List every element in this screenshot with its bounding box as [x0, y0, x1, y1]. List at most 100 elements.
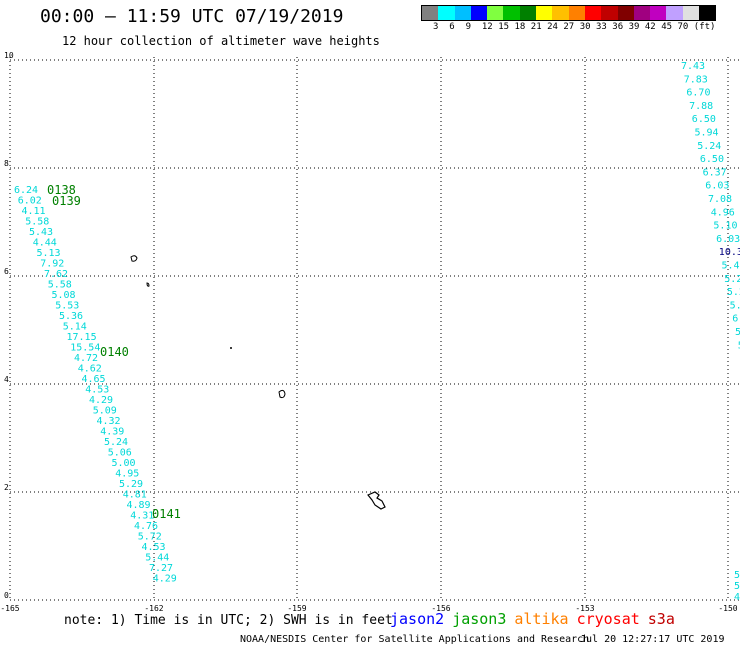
color-swatch	[568, 6, 585, 20]
color-scale-label: 15	[498, 22, 510, 32]
swh-value: 7.27	[149, 563, 173, 574]
x-tick-label: -159	[287, 604, 306, 613]
swh-value: 5.00	[112, 458, 136, 469]
color-scale-labels: 3 6 9 12 15 18 21 24 27 30 33 36 39 42 45 70 (ft)	[421, 22, 740, 34]
color-swatch	[699, 6, 716, 20]
color-swatch	[650, 6, 667, 20]
swh-value: 6.50	[692, 114, 716, 125]
swh-value: 5.94	[695, 128, 719, 139]
swh-value: 5.47	[722, 261, 740, 272]
color-swatch	[487, 6, 504, 20]
color-swatch	[519, 6, 537, 20]
island-oahu	[278, 389, 286, 399]
swh-value: 5.53	[55, 301, 79, 312]
swh-value: 6.03	[705, 181, 729, 192]
island-kauai	[130, 255, 138, 262]
swh-value: 4.65	[82, 374, 106, 385]
swh-value: 4.89	[127, 500, 151, 511]
swh-value: 4.39	[100, 427, 124, 438]
swh-value: 5.44	[145, 553, 169, 564]
island-niihau	[146, 282, 150, 287]
x-tick-label: -150	[718, 604, 737, 613]
swh-value: 4.32	[97, 416, 121, 427]
swh-value: 5.43	[29, 227, 53, 238]
left-satellite-track: 6.246.024.115.585.434.445.137.927.625.58…	[14, 185, 177, 585]
x-tick-label: -165	[0, 604, 19, 613]
color-swatch	[422, 6, 439, 20]
x-tick-label: -162	[144, 604, 163, 613]
swh-value: 5.36	[59, 311, 83, 322]
swh-value: 6.70	[686, 88, 710, 99]
color-scale-label: 3	[433, 22, 439, 32]
color-swatch	[552, 6, 569, 20]
color-scale-label: 24	[547, 22, 558, 32]
legend-item: s3a	[647, 610, 675, 628]
color-scale-label: 70	[677, 22, 689, 32]
color-scale-bar	[421, 5, 717, 21]
y-tick-label: 6	[4, 267, 9, 276]
footer-credit: NOAA/NESDIS Center for Satellite Applica…	[240, 634, 590, 645]
legend-item: jason3	[452, 610, 507, 628]
swh-value: 4.72	[74, 353, 98, 364]
swh-value: 5.29	[119, 479, 143, 490]
color-scale-label: 18	[514, 22, 526, 32]
swh-value: 4.44	[33, 238, 57, 249]
color-scale-label: 12	[481, 22, 493, 32]
map-grid	[9, 57, 740, 601]
swh-value: 4.53	[85, 385, 109, 396]
color-scale-label: 42	[644, 22, 656, 32]
swh-value: 17.15	[67, 332, 97, 343]
swh-value: 5.14	[63, 322, 87, 333]
color-swatch	[584, 6, 602, 20]
swh-value: 7.88	[689, 101, 713, 112]
color-swatch	[617, 6, 634, 20]
color-scale-label: 45	[661, 22, 673, 32]
pass-label: 0141	[152, 507, 181, 521]
island-small	[230, 347, 232, 349]
y-tick-label: 0	[4, 591, 9, 600]
swh-value: 10.35	[719, 247, 740, 258]
swh-value: 5	[734, 570, 740, 581]
swh-value: 6.02	[18, 196, 42, 207]
color-scale-label: 21	[530, 22, 542, 32]
pass-label: 0138	[47, 183, 76, 197]
swh-value: 4.29	[89, 395, 113, 406]
hawaii-islands	[130, 255, 386, 510]
swh-value: 4.96	[711, 207, 735, 218]
color-swatch	[503, 6, 520, 20]
island-hawaii	[367, 491, 386, 510]
page-title: 00:00 – 11:59 UTC 07/19/2019	[40, 6, 344, 27]
swh-value: 4	[734, 592, 740, 603]
legend-item: altika	[514, 610, 569, 628]
swh-value: 4.29	[153, 574, 177, 585]
color-scale-label: 9	[465, 22, 472, 32]
swh-value: 6.03	[716, 234, 740, 245]
color-scale-label: 33	[596, 22, 607, 32]
color-swatch	[682, 6, 700, 20]
color-scale-label: 39	[628, 22, 640, 32]
y-tick-label: 2	[4, 483, 9, 492]
color-swatch	[601, 6, 618, 20]
swh-value: 5.24	[697, 141, 721, 152]
x-tick-label: -153	[575, 604, 594, 613]
color-swatch	[470, 6, 488, 20]
swh-value: 4.62	[78, 364, 102, 375]
page-subtitle: 12 hour collection of altimeter wave hei…	[62, 34, 380, 48]
color-swatch	[438, 6, 455, 20]
pass-label: 0139	[52, 194, 81, 208]
color-scale-label: 36	[612, 22, 624, 32]
swh-value: 5	[735, 327, 740, 338]
x-tick-label: -156	[431, 604, 450, 613]
swh-value: 15.54	[70, 343, 100, 354]
legend-item: jason2	[390, 610, 445, 628]
color-scale-label: 6	[449, 22, 455, 32]
color-scale-label: (ft)	[693, 22, 716, 32]
swh-value: 5.72	[138, 532, 162, 543]
bottom-right-track: 554	[734, 570, 740, 603]
footer-note: note: 1) Time is in UTC; 2) SWH is in fe…	[64, 613, 393, 628]
swh-value: 5	[734, 581, 740, 592]
y-tick-label: 10	[4, 51, 14, 60]
swh-value: 4.81	[123, 490, 147, 501]
